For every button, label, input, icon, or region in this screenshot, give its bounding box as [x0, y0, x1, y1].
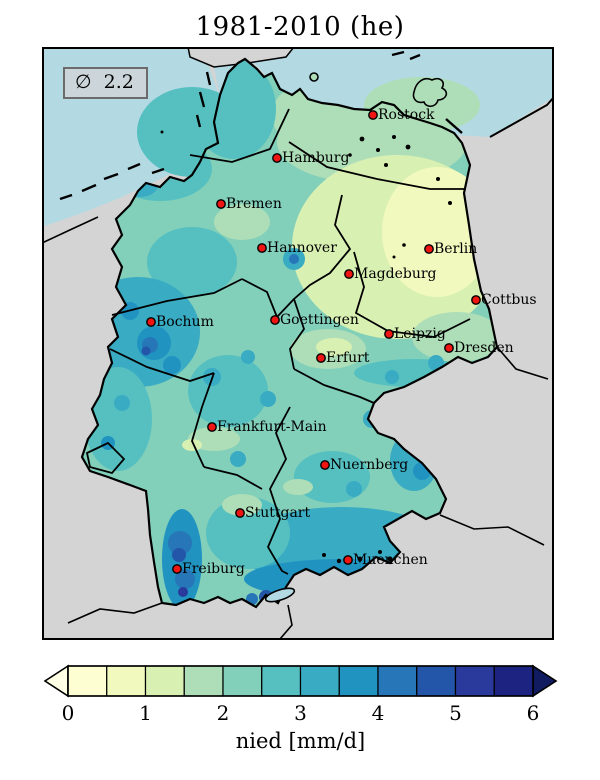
city-berlin: Berlin: [424, 241, 477, 257]
islands-and-lakes: [59, 50, 463, 603]
city-label: Bremen: [226, 196, 282, 212]
city-label: Stuttgart: [245, 505, 310, 521]
city-markers: Rostock Hamburg Bremen Hannover Berlin Magdeb…: [146, 107, 537, 577]
city-dot: [344, 269, 354, 279]
colorbar-segment: [377, 665, 418, 697]
small-lakes: [160, 130, 452, 564]
city-dot: [444, 343, 454, 353]
colorbar: [40, 658, 560, 704]
city-dot: [384, 329, 394, 339]
city-label: Magdeburg: [354, 266, 437, 282]
city-dot: [270, 315, 280, 325]
colorbar-segment: [338, 665, 379, 697]
city-bochum: Bochum: [146, 314, 214, 330]
city-dot: [172, 564, 182, 574]
colorbar-segment: [106, 665, 147, 697]
city-dot: [316, 353, 326, 363]
city-erfurt: Erfurt: [316, 350, 370, 366]
city-label: Berlin: [434, 241, 477, 257]
city-label: Nuernberg: [330, 457, 408, 473]
page-title: 1981-2010 (he): [195, 12, 405, 42]
city-dot: [343, 555, 353, 565]
city-dresden: Dresden: [444, 340, 514, 356]
colorbar-segment: [144, 665, 185, 697]
colorbar-segment: [261, 665, 302, 697]
colorbar-over-arrow: [532, 664, 558, 698]
colorbar-segment: [416, 665, 457, 697]
city-cottbus: Cottbus: [471, 292, 537, 308]
colorbar-tick-label: 0: [61, 701, 75, 725]
city-goettingen: Goettingen: [270, 312, 359, 328]
colorbar-label: nied [mm/d]: [235, 729, 366, 753]
city-dot: [216, 199, 226, 209]
city-label: Erfurt: [326, 350, 370, 366]
colorbar-segment: [222, 665, 263, 697]
city-label: Cottbus: [481, 292, 537, 308]
city-dot: [235, 508, 245, 518]
city-dot: [320, 460, 330, 470]
city-hannover: Hannover: [257, 240, 337, 256]
city-label: Freiburg: [182, 561, 245, 577]
colorbar-tick-label: 5: [449, 701, 462, 725]
colorbar-under-arrow: [43, 664, 69, 698]
colorbar-tick-label: 4: [371, 701, 385, 725]
city-frankfurt-main: Frankfurt-Main: [207, 419, 327, 435]
city-stuttgart: Stuttgart: [235, 505, 310, 521]
colorbar-frame: [67, 665, 534, 697]
colorbar-segment: [183, 665, 224, 697]
colorbar-tick-label: 3: [294, 701, 307, 725]
city-bremen: Bremen: [216, 196, 282, 212]
neighbour-borders: [42, 96, 554, 640]
city-nuernberg: Nuernberg: [320, 457, 408, 473]
colorbar-ticks: 0 1 2 3 4 5 6: [40, 701, 560, 727]
poland-land: [462, 97, 554, 357]
germany-border: [80, 57, 499, 609]
city-dot: [424, 244, 434, 254]
city-dot: [207, 422, 217, 432]
city-label: Leipzig: [394, 326, 446, 342]
colorbar-segment: [67, 665, 108, 697]
city-label: Hannover: [267, 240, 337, 256]
city-magdeburg: Magdeburg: [344, 266, 437, 282]
city-dot: [471, 295, 481, 305]
state-borders: [85, 108, 471, 575]
colorbar-segment: [493, 665, 534, 697]
city-muenchen: Muenchen: [343, 552, 428, 568]
mean-value-badge: ∅ 2.2: [63, 67, 148, 99]
city-label: Frankfurt-Main: [217, 419, 327, 435]
map-svg: Rostock Hamburg Bremen Hannover Berlin Magdeb…: [42, 47, 554, 640]
map-frame: [42, 47, 554, 640]
colorbar-tick-label: 6: [526, 701, 540, 725]
germany-precipitation-map: Rostock Hamburg Bremen Hannover Berlin Magdeb…: [42, 47, 554, 640]
city-label: Hamburg: [282, 150, 350, 166]
city-label: Goettingen: [280, 312, 359, 328]
colorbar-tick-label: 1: [139, 701, 152, 725]
city-dot: [272, 153, 282, 163]
city-freiburg: Freiburg: [172, 561, 245, 577]
city-leipzig: Leipzig: [384, 326, 446, 342]
city-dot: [368, 110, 378, 120]
city-label: Bochum: [156, 314, 214, 330]
city-dot: [257, 243, 267, 253]
city-label: Dresden: [454, 340, 514, 356]
city-hamburg: Hamburg: [272, 150, 350, 166]
colorbar-tick-label: 2: [216, 701, 230, 725]
city-rostock: Rostock: [368, 107, 435, 123]
city-label: Rostock: [378, 107, 435, 123]
city-dot: [146, 317, 156, 327]
city-label: Muenchen: [353, 552, 428, 568]
colorbar-segment: [299, 665, 340, 697]
colorbar-segment: [454, 665, 495, 697]
